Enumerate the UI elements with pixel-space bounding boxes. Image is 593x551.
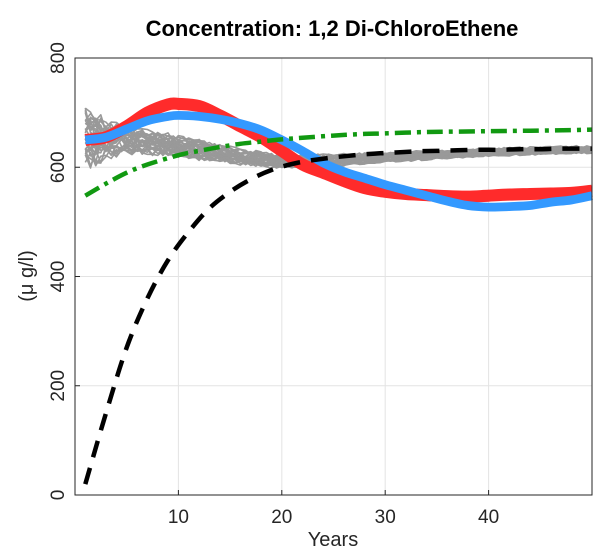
y-tick-label: 600	[48, 151, 69, 183]
y-tick-label: 200	[48, 370, 69, 402]
y-tick-label: 0	[48, 490, 69, 501]
black-dashed-series	[83, 146, 593, 485]
green-dashdot-series	[84, 127, 593, 198]
blue-band-series	[84, 111, 593, 212]
red-band-series	[84, 97, 593, 203]
y-axis-label: (μ g/l)	[16, 250, 38, 302]
plot-area	[83, 97, 593, 485]
y-tick-label: 800	[48, 42, 69, 74]
chart-title: Concentration: 1,2 Di-ChloroEthene	[146, 16, 519, 41]
x-axis-ticks: 10 20 30 40	[168, 490, 499, 528]
x-axis-label: Years	[308, 529, 358, 551]
x-tick-label: 20	[271, 507, 292, 528]
x-tick-label: 30	[375, 507, 396, 528]
y-tick-label: 400	[48, 261, 69, 293]
y-axis-ticks: 0 200 400 600 800	[48, 42, 80, 500]
ensemble-series-line	[84, 125, 593, 164]
x-tick-label: 10	[168, 507, 189, 528]
x-tick-label: 40	[478, 507, 499, 528]
